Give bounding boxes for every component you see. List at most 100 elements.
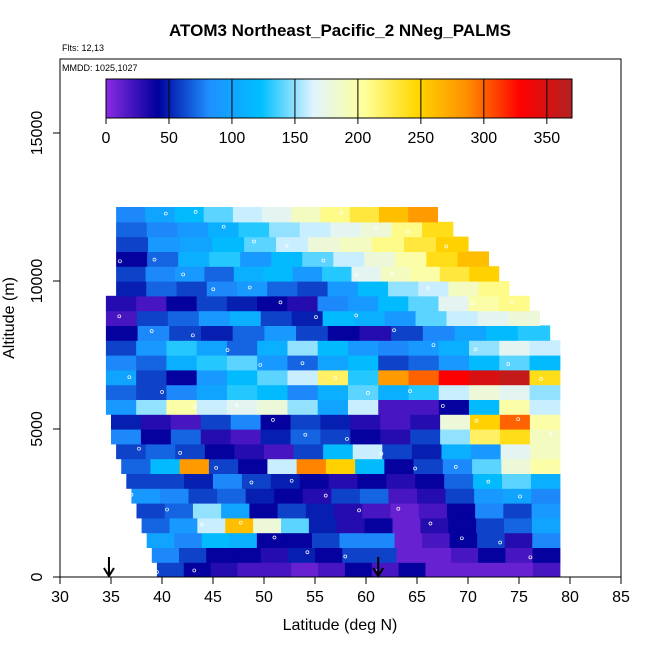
heatmap-cell <box>105 384 137 400</box>
sample-point <box>252 239 256 244</box>
sample-point <box>413 466 417 471</box>
colorbar <box>105 78 573 119</box>
heatmap-cell <box>502 488 532 504</box>
heatmap-cell <box>499 399 531 415</box>
heatmap-cell <box>317 355 349 371</box>
heatmap-cell <box>529 369 561 386</box>
sample-point <box>528 555 533 560</box>
heatmap-cell <box>386 473 416 489</box>
heatmap-cell <box>221 503 250 519</box>
heatmap-cell <box>287 369 319 386</box>
heatmap-cell <box>169 325 202 341</box>
sample-point <box>339 210 344 215</box>
heatmap-cell <box>452 562 480 577</box>
heatmap-cell <box>196 295 228 312</box>
heatmap-cells <box>105 207 561 577</box>
x-tick-label: 75 <box>510 589 528 606</box>
sample-point <box>211 287 216 292</box>
heatmap-cell <box>136 295 167 312</box>
heatmap-cell <box>410 414 441 430</box>
heatmap-cell <box>503 503 533 519</box>
heatmap-cell <box>145 207 176 223</box>
heatmap-cell <box>226 384 258 400</box>
sample-point <box>354 273 359 278</box>
heatmap-cell <box>292 266 323 282</box>
heatmap-cell <box>166 369 198 386</box>
heatmap-cell <box>367 532 396 548</box>
heatmap-cell <box>105 340 137 356</box>
heatmap-cell <box>380 414 411 430</box>
heatmap-cell <box>529 340 561 356</box>
heatmap-cell <box>203 207 234 223</box>
y-tick-label: 5000 <box>29 411 46 447</box>
heatmap-cell <box>167 310 200 326</box>
heatmap-cell <box>360 221 393 238</box>
heatmap-cell <box>438 355 470 371</box>
heatmap-cell <box>267 281 298 297</box>
heatmap-cell <box>179 458 210 474</box>
heatmap-cell <box>159 488 190 504</box>
heatmap-cell <box>206 281 238 297</box>
heatmap-cell <box>116 281 147 297</box>
heatmap-cell <box>317 399 349 415</box>
heatmap-cell <box>380 266 411 282</box>
heatmap-cell <box>423 547 452 563</box>
heatmap-cell <box>217 488 247 504</box>
sample-point <box>193 210 198 214</box>
heatmap-cell <box>209 251 241 267</box>
heatmap-cell <box>249 503 279 519</box>
heatmap-cell <box>384 310 417 326</box>
heatmap-cell <box>347 399 379 415</box>
heatmap-cell <box>196 369 228 386</box>
heatmap-cell <box>232 207 263 223</box>
heatmap-cell <box>212 236 245 252</box>
y-tick-label: 15000 <box>29 111 46 156</box>
heatmap-cell <box>271 251 303 267</box>
heatmap-cell <box>396 547 425 563</box>
heatmap-cell <box>410 429 441 445</box>
heatmap-cell <box>188 488 218 504</box>
heatmap-cell <box>378 384 410 400</box>
heatmap-cell <box>257 384 289 400</box>
heatmap-cell <box>531 517 561 534</box>
heatmap-cell <box>498 295 530 312</box>
sample-point <box>379 451 384 456</box>
heatmap-cell <box>347 295 379 312</box>
heatmap-cell <box>200 429 232 445</box>
colorbar-tick-label: 150 <box>282 130 309 147</box>
heatmap-cell <box>145 266 176 282</box>
sample-point <box>149 329 154 333</box>
heatmap-cell <box>344 562 373 577</box>
heatmap-cell <box>392 517 421 534</box>
heatmap-cell <box>408 384 440 400</box>
heatmap-cell <box>238 221 270 238</box>
heatmap-cell <box>111 429 142 445</box>
sample-point <box>453 464 458 469</box>
heatmap-cell <box>116 236 149 252</box>
heatmap-cell <box>277 503 307 519</box>
sample-point <box>314 315 318 320</box>
heatmap-cell <box>420 517 449 534</box>
y-axis: 0 5000 10000 15000 <box>29 111 60 581</box>
heatmap-cell <box>208 458 239 474</box>
heatmap-cell <box>308 236 341 252</box>
plot-frame <box>59 58 622 578</box>
heatmap-cell <box>136 310 169 326</box>
heatmap-cell <box>347 384 379 400</box>
sample-point <box>278 300 283 305</box>
sample-point <box>408 389 412 394</box>
flight-arrow-head <box>103 567 115 578</box>
heatmap-cell <box>196 340 228 356</box>
heatmap-cell <box>438 369 470 386</box>
heatmap-cell <box>253 517 282 534</box>
heatmap-cell <box>327 325 361 341</box>
heatmap-cell <box>315 547 343 563</box>
heatmap-cell <box>226 399 258 415</box>
heatmap-cell <box>145 443 176 460</box>
heatmap-cell <box>469 369 500 386</box>
heatmap-cell <box>116 266 147 282</box>
heatmap-cell <box>136 369 168 386</box>
heatmap-cell <box>504 517 533 534</box>
heatmap-cell <box>166 295 198 312</box>
heatmap-cell <box>328 473 359 489</box>
